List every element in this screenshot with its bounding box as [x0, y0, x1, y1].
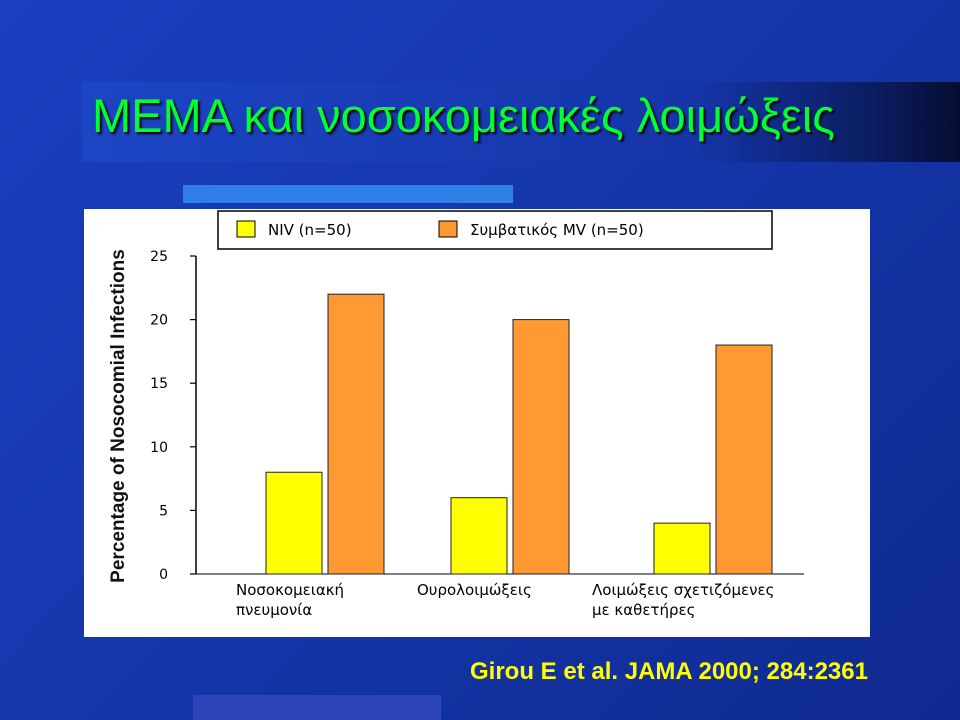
legend-label: NIV (n=50)	[268, 221, 352, 239]
bar-mv	[512, 319, 570, 575]
legend-label: Συμβατικός MV (n=50)	[470, 221, 644, 239]
bar-niv	[265, 471, 323, 575]
legend-swatch	[438, 220, 458, 238]
x-category-label: Λοιμώξεις σχετιζόμενες	[592, 581, 774, 599]
bar-niv	[450, 497, 508, 575]
chart-panel: 0 5 10 15 20 25 Percentage of Nosocomial Infec…	[84, 209, 870, 637]
y-tick-label: 20	[150, 313, 168, 329]
slide-title: ΜΕΜΑ και νοσοκομειακές λοιμώξεις	[92, 89, 835, 142]
legend-swatch	[236, 220, 256, 238]
citation: Girou E et al. JAMA 2000; 284:2361	[470, 658, 868, 685]
x-category-label: με καθετήρες	[592, 601, 695, 619]
y-tick-label: 5	[159, 503, 168, 519]
bar-mv	[715, 344, 773, 575]
y-tick-label: 0	[159, 567, 168, 583]
y-tick-label: 15	[150, 376, 168, 392]
y-tick-label: 25	[150, 249, 168, 265]
bar-mv	[327, 293, 385, 575]
accent-bar	[183, 185, 513, 203]
bar-niv	[653, 522, 711, 575]
bar-chart: 0 5 10 15 20 25 Percentage of Nosocomial Infec…	[108, 210, 804, 619]
x-category-label: Νοσοκομειακή	[236, 581, 344, 599]
bottom-accent-bar	[193, 695, 441, 720]
title-band	[82, 82, 960, 162]
x-category-label: πνευμονία	[236, 601, 312, 619]
legend-box	[217, 210, 773, 250]
y-tick-label: 10	[150, 440, 168, 456]
y-axis-title: Percentage of Nosocomial Infections	[108, 249, 129, 583]
x-category-label: Ουρολοιμώξεις	[417, 581, 532, 599]
